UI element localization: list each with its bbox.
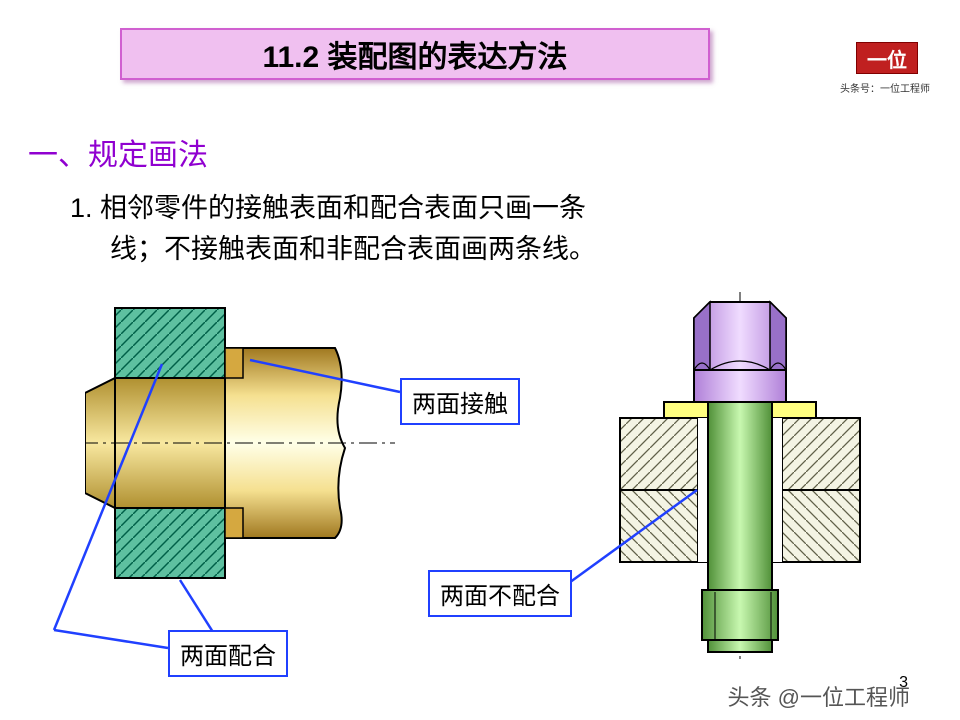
label-no-fit: 两面不配合 xyxy=(428,570,572,617)
para-line-2: 线；不接触表面和非配合表面画两条线。 xyxy=(70,229,870,270)
label-contact: 两面接触 xyxy=(400,378,520,425)
para-line-1: 1. 相邻零件的接触表面和配合表面只画一条 xyxy=(70,188,870,229)
footer-attribution: 头条 @一位工程师 xyxy=(728,680,910,712)
brand-logo: 一位 xyxy=(856,42,918,74)
brand-sub: 头条号：一位工程师 xyxy=(840,80,930,95)
page-title: 11.2 装配图的表达方法 xyxy=(262,32,567,76)
section-heading: 一、规定画法 xyxy=(28,130,208,174)
figure-area: 两面接触 两面配合 两面不配合 xyxy=(0,280,960,700)
rule-paragraph: 1. 相邻零件的接触表面和配合表面只画一条 线；不接触表面和非配合表面画两条线。 xyxy=(70,188,870,269)
label-fit: 两面配合 xyxy=(168,630,288,677)
pointers xyxy=(0,280,960,700)
title-bar: 11.2 装配图的表达方法 xyxy=(120,28,710,80)
